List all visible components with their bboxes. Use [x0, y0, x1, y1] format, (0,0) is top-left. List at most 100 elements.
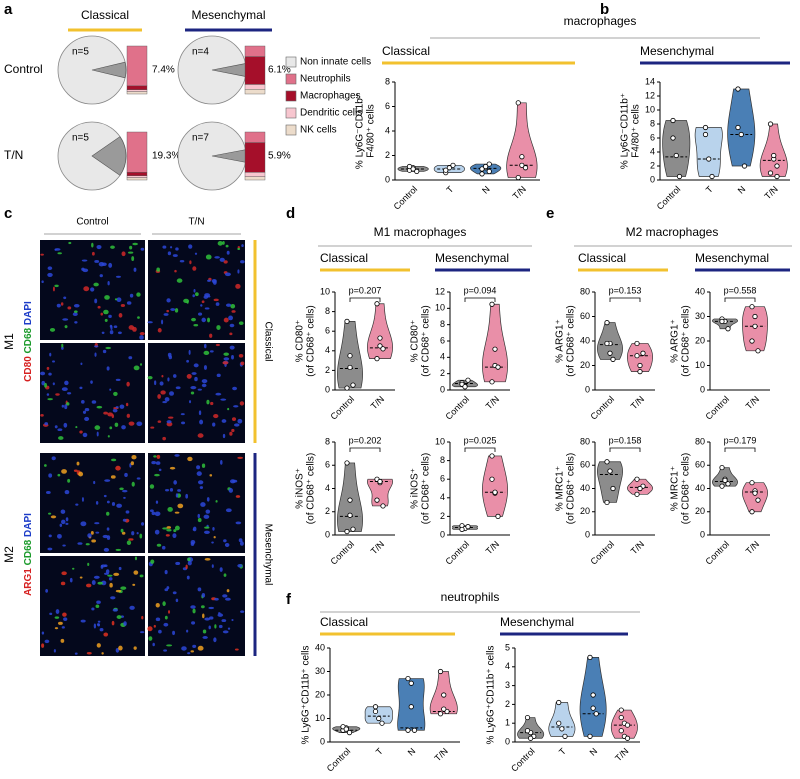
data-point — [752, 490, 758, 496]
data-point — [640, 350, 646, 356]
micrograph — [148, 556, 245, 656]
data-point — [559, 726, 565, 732]
micrograph-cell — [207, 317, 211, 323]
group-header: Classical — [320, 615, 368, 629]
micrograph-cell — [136, 292, 141, 297]
violin — [482, 455, 508, 517]
micrograph-cell — [54, 616, 60, 619]
micrograph-cell — [79, 576, 83, 579]
micrograph-cell — [62, 318, 69, 321]
micrograph-cell — [214, 597, 219, 601]
data-point — [437, 711, 444, 717]
micrograph-cell — [217, 613, 224, 617]
row-label: M2 — [2, 546, 16, 563]
micrograph-cell — [221, 619, 227, 623]
y-tick-label: 0 — [505, 736, 510, 746]
micrograph-cell — [212, 422, 216, 427]
data-point — [372, 708, 379, 715]
data-point — [670, 117, 676, 124]
micrograph-cell — [126, 381, 130, 387]
micrograph-cell — [175, 247, 179, 251]
micrograph-cell — [115, 378, 121, 382]
data-point — [637, 362, 643, 369]
micrograph-cell — [84, 416, 90, 421]
y-tick-label: 10 — [695, 360, 705, 370]
x-tick-label: N — [736, 184, 748, 196]
micrograph-cell — [193, 526, 197, 532]
micrograph-cell — [133, 646, 137, 650]
micrograph-cell — [234, 423, 240, 427]
y-tick-label: 4 — [325, 483, 330, 493]
micrograph-cell — [126, 301, 132, 305]
data-point — [347, 353, 353, 359]
data-point — [725, 481, 731, 487]
violin — [627, 343, 653, 372]
micrograph-cell — [96, 405, 103, 409]
micrograph-cell — [202, 629, 207, 634]
micrograph-cell — [147, 626, 153, 632]
data-point — [749, 304, 755, 310]
micrograph-cell — [201, 300, 205, 304]
micrograph-cell — [167, 377, 170, 382]
micrograph-cell — [164, 570, 168, 575]
micrograph-cell — [54, 248, 57, 251]
y-tick-label: 14 — [645, 76, 655, 86]
micrograph-cell — [234, 648, 239, 651]
micrograph-cell — [175, 561, 181, 566]
micrograph-cell — [175, 598, 179, 603]
micrograph-cell — [75, 426, 78, 429]
micrograph-cell — [125, 510, 130, 514]
micrograph-cell — [238, 353, 244, 358]
row-label: Control — [4, 62, 43, 76]
micrograph-cell — [186, 300, 189, 304]
x-tick-label: Control — [329, 394, 357, 422]
y-axis-label: (of CD68⁺ cells) — [306, 453, 317, 524]
micrograph-cell — [48, 372, 52, 376]
innate-label: 6.1% — [268, 65, 291, 76]
y-tick-label: 8 — [650, 118, 655, 128]
micrograph-cell — [54, 627, 59, 630]
violin — [662, 120, 691, 177]
data-point — [486, 168, 492, 175]
micrograph-cell — [223, 573, 227, 577]
micrograph-cell — [222, 594, 228, 598]
micrograph-cell — [203, 365, 207, 370]
data-point — [749, 338, 755, 344]
x-tick-label: T/N — [369, 394, 386, 411]
micrograph-cell — [95, 501, 99, 505]
micrograph-cell — [237, 456, 243, 459]
micrograph-cell — [139, 574, 144, 578]
micrograph-cell — [202, 613, 205, 619]
micrograph-cell — [65, 517, 69, 522]
micrograph-cell — [129, 245, 133, 250]
micrograph-cell — [158, 468, 162, 472]
data-point — [634, 491, 640, 497]
y-tick-label: 20 — [580, 506, 590, 516]
micrograph-cell — [209, 333, 213, 338]
micrograph-cell — [99, 274, 103, 278]
micrograph-cell — [190, 605, 196, 609]
data-point — [749, 509, 755, 515]
micrograph-cell — [106, 535, 111, 540]
micrograph-cell — [91, 539, 97, 543]
micrograph-cell — [52, 360, 55, 363]
data-point — [587, 654, 593, 661]
micrograph-cell — [227, 407, 230, 411]
micrograph-cell — [47, 272, 53, 277]
micrograph-cell — [113, 325, 118, 329]
micrograph-cell — [195, 292, 199, 297]
stain-name: ARG1 — [23, 568, 34, 596]
y-tick-label: 0 — [700, 529, 705, 539]
y-tick-label: 4 — [650, 146, 655, 156]
micrograph-cell — [74, 321, 78, 324]
micrograph-cell — [54, 425, 58, 429]
micrograph-cell — [66, 402, 70, 406]
y-axis-label: % Ly6G⁺CD11b⁺ cells — [301, 646, 312, 745]
micrograph-cell — [109, 388, 112, 391]
pie-n-label: n=5 — [72, 47, 89, 58]
data-point — [637, 369, 643, 375]
micrograph-cell — [174, 454, 180, 457]
micrograph-cell — [224, 272, 231, 277]
micrograph-cell — [212, 527, 215, 531]
micrograph-cell — [108, 314, 112, 318]
